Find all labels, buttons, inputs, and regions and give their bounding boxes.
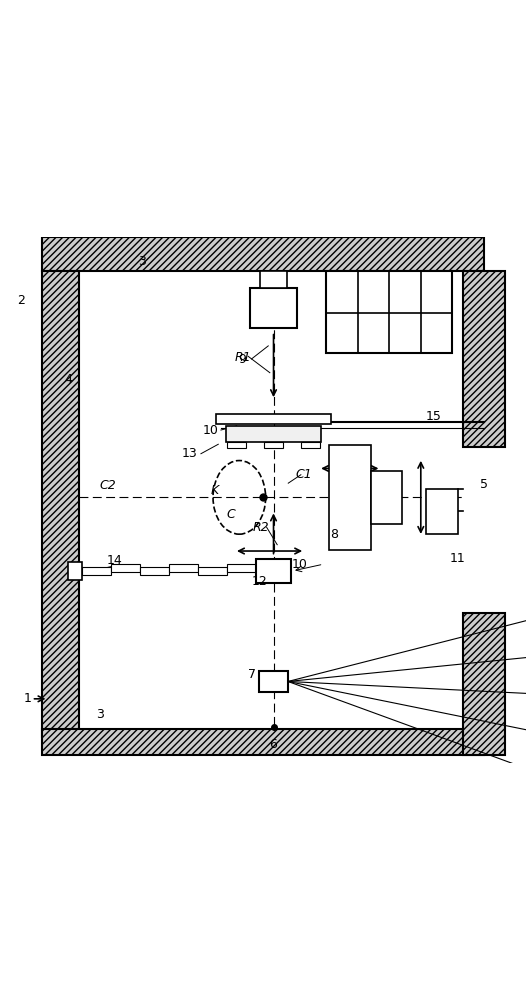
Text: 2: 2 (17, 294, 25, 307)
Bar (140, 567, 169, 575)
Text: 8: 8 (330, 528, 338, 541)
Bar (42, 271, 79, 737)
Bar (257, 559, 290, 583)
Text: 14: 14 (107, 554, 123, 567)
Bar (42, 729, 484, 755)
Text: 9: 9 (238, 353, 246, 366)
Bar (463, 271, 505, 447)
Bar (329, 445, 371, 550)
Bar (169, 564, 198, 572)
Bar (326, 271, 452, 353)
Bar (250, 288, 297, 328)
Text: 1: 1 (24, 692, 31, 705)
Bar (426, 489, 458, 534)
Bar (198, 567, 227, 575)
Bar (264, 442, 283, 448)
Text: 10: 10 (292, 558, 308, 571)
Bar (463, 613, 505, 755)
Text: R2: R2 (253, 521, 270, 534)
Text: 10: 10 (203, 424, 218, 437)
Bar (68, 562, 82, 580)
Bar (226, 426, 321, 442)
Bar (82, 567, 110, 575)
Bar (42, 237, 484, 271)
Bar (227, 442, 246, 448)
Text: 5: 5 (480, 478, 488, 491)
Text: 7: 7 (248, 668, 257, 681)
Bar (259, 671, 288, 692)
Text: 4: 4 (65, 373, 72, 386)
Text: 15: 15 (426, 410, 442, 423)
Text: 13: 13 (181, 447, 197, 460)
Bar (301, 442, 320, 448)
Text: 3: 3 (138, 255, 146, 268)
Text: 12: 12 (251, 575, 267, 588)
Bar (227, 564, 257, 572)
Text: K: K (210, 484, 219, 497)
Text: C1: C1 (296, 468, 312, 481)
Text: C: C (226, 508, 235, 521)
Text: 3: 3 (96, 708, 104, 721)
Text: R1: R1 (235, 351, 251, 364)
Bar (216, 414, 331, 424)
Bar (110, 564, 140, 572)
Bar (371, 471, 402, 524)
Text: 11: 11 (450, 552, 466, 565)
Bar (260, 271, 287, 288)
Text: 6: 6 (270, 738, 277, 751)
Text: C2: C2 (99, 479, 116, 492)
